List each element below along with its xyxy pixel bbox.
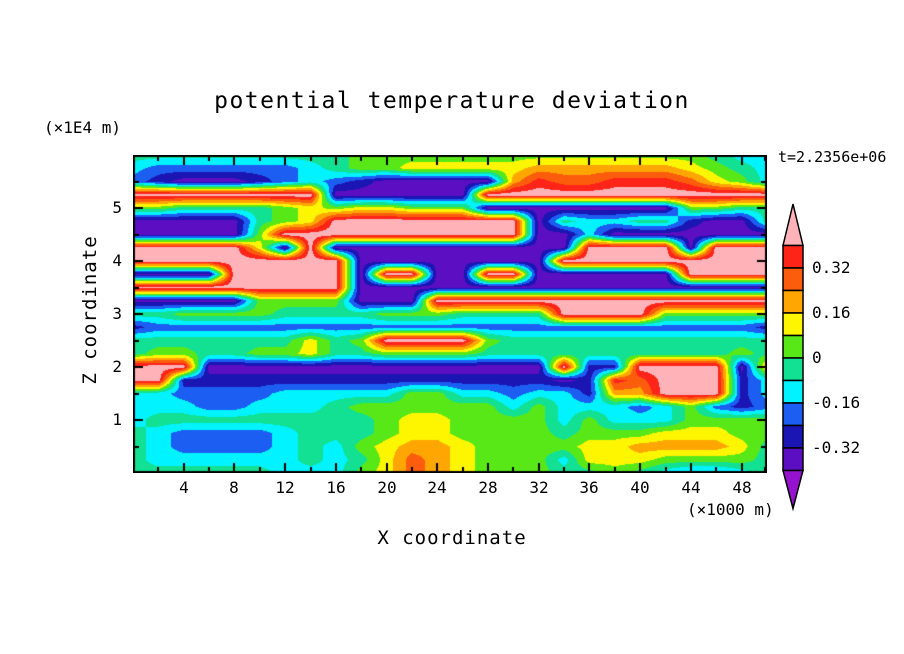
x-tick-label: 36 bbox=[579, 478, 599, 497]
x-tick-label: 16 bbox=[326, 478, 346, 497]
y-axis-unit-label: (×1E4 m) bbox=[44, 118, 122, 137]
colorbar-cell bbox=[782, 447, 804, 472]
x-tick-label: 20 bbox=[377, 478, 397, 497]
colorbar-over-range-arrow bbox=[782, 203, 804, 247]
z-tick-label: 2 bbox=[112, 357, 122, 376]
z-tick-label: 5 bbox=[112, 198, 122, 217]
colorbar-tick-label: 0.32 bbox=[812, 258, 851, 277]
x-tick-label: 24 bbox=[427, 478, 447, 497]
colorbar-tick-label: 0.16 bbox=[812, 303, 851, 322]
colorbar-cell bbox=[782, 244, 804, 269]
x-tick-label: 28 bbox=[478, 478, 498, 497]
colorbar-cell bbox=[782, 424, 804, 449]
colorbar-cell bbox=[782, 334, 804, 359]
z-tick-label: 4 bbox=[112, 251, 122, 270]
colorbar-tick-label: 0 bbox=[812, 348, 822, 367]
colorbar-cell bbox=[782, 379, 804, 404]
x-tick-label: 40 bbox=[630, 478, 650, 497]
x-tick-label: 48 bbox=[732, 478, 752, 497]
time-annotation: t=2.2356e+06 bbox=[778, 148, 887, 166]
colorbar-cell bbox=[782, 289, 804, 314]
x-tick-label: 32 bbox=[529, 478, 549, 497]
chart-title: potential temperature deviation bbox=[214, 88, 690, 114]
colorbar-cell bbox=[782, 402, 804, 427]
x-tick-label: 44 bbox=[681, 478, 701, 497]
x-axis-unit-label: (×1000 m) bbox=[687, 500, 774, 519]
colorbar bbox=[777, 198, 811, 522]
colorbar-tick-label: -0.32 bbox=[812, 438, 861, 457]
x-tick-label: 8 bbox=[229, 478, 239, 497]
colorbar-under-range-arrow bbox=[782, 469, 804, 512]
z-tick-label: 1 bbox=[112, 410, 122, 429]
colorbar-cell bbox=[782, 312, 804, 337]
contour-canvas bbox=[133, 155, 767, 473]
x-tick-label: 12 bbox=[275, 478, 295, 497]
colorbar-tick-label: -0.16 bbox=[812, 393, 861, 412]
colorbar-cell bbox=[782, 267, 804, 292]
colorbar-cell bbox=[782, 357, 804, 382]
z-tick-label: 3 bbox=[112, 304, 122, 323]
x-axis-title: X coordinate bbox=[377, 527, 527, 549]
x-tick-label: 4 bbox=[179, 478, 189, 497]
